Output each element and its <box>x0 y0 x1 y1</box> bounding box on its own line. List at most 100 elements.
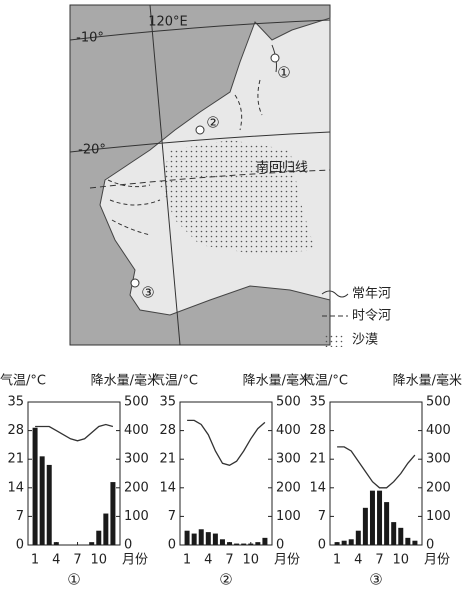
y2-tick-label: 0 <box>276 538 284 553</box>
y-tick-label: 14 <box>159 480 176 495</box>
y-tick-label: 28 <box>7 423 24 438</box>
y2-axis-label: 降水量/毫米 <box>393 373 462 389</box>
x-tick-label: 7 <box>225 553 233 568</box>
y-tick-label: 21 <box>7 452 24 467</box>
meridian-line <box>149 4 181 346</box>
y-tick-label: 7 <box>318 509 326 524</box>
x-tick-label: 10 <box>242 553 259 568</box>
x-tick-label: 1 <box>183 553 191 568</box>
x-tick-label: 7 <box>73 553 81 568</box>
y2-tick-label: 100 <box>426 509 451 524</box>
precip-bar <box>198 529 204 545</box>
x-tick-label: 4 <box>354 553 362 568</box>
precip-bar <box>32 427 38 545</box>
x-tick-label: 1 <box>31 553 39 568</box>
x-tick-label: 1 <box>333 553 341 568</box>
precip-bar <box>212 533 218 545</box>
desert <box>160 140 315 255</box>
tropic-label: 南回归线 <box>256 160 308 176</box>
lon-label: 120°E <box>148 15 188 30</box>
precip-bar <box>234 543 240 545</box>
precip-bar <box>384 502 390 545</box>
lat-label: -10° <box>76 31 104 46</box>
legend: 常年河 时令河 沙漠 <box>321 287 391 348</box>
y-tick-label: 0 <box>168 538 176 553</box>
y2-tick-label: 400 <box>426 423 451 438</box>
map-marker: ① <box>277 64 290 82</box>
y-tick-label: 0 <box>318 538 326 553</box>
map-marker: ③ <box>141 284 154 302</box>
precip-bar <box>391 522 397 545</box>
caption: ③ <box>369 571 382 589</box>
y2-tick-label: 0 <box>426 538 434 553</box>
precip-bar <box>377 490 383 545</box>
temp-line <box>187 419 266 467</box>
legend-label: 沙漠 <box>352 333 378 348</box>
y2-tick-label: 500 <box>426 395 451 410</box>
tropic-line <box>89 169 331 189</box>
legend-perennial <box>321 290 349 298</box>
y-tick-label: 35 <box>159 395 176 410</box>
map: -10° -20° 120°E 南回归线 ① ② ③ <box>69 4 331 346</box>
temp-line <box>337 446 416 489</box>
legend-label: 时令河 <box>352 309 391 324</box>
plot-frame <box>329 401 423 546</box>
precip-bar <box>412 540 418 545</box>
y2-tick-label: 0 <box>124 538 132 553</box>
y2-tick-label: 300 <box>426 452 451 467</box>
precip-bar <box>46 464 52 545</box>
temp-line <box>35 423 114 442</box>
legend-desert <box>324 333 344 347</box>
y2-tick-label: 500 <box>124 395 149 410</box>
y-axis-label: 气温/°C <box>0 373 46 389</box>
precip-bar <box>405 537 411 545</box>
precip-bar <box>103 513 109 545</box>
precip-bar <box>227 542 233 545</box>
x-tick-label: 4 <box>52 553 60 568</box>
precip-bar <box>39 456 45 545</box>
precip-bar <box>362 507 368 545</box>
seasonal-river <box>107 79 263 236</box>
precip-bar <box>110 482 116 545</box>
y2-tick-label: 200 <box>124 480 149 495</box>
y2-axis-label: 降水量/毫米 <box>243 373 312 389</box>
precip-bar <box>205 532 211 545</box>
y-tick-label: 14 <box>7 480 24 495</box>
parallel <box>69 19 331 41</box>
caption: ② <box>219 571 232 589</box>
legend-label: 常年河 <box>352 287 391 302</box>
precip-bar <box>241 543 247 545</box>
y-tick-label: 21 <box>159 452 176 467</box>
y2-tick-label: 300 <box>124 452 149 467</box>
y-axis-label: 气温/°C <box>152 373 198 389</box>
plot-frame <box>179 401 273 546</box>
parallel <box>69 131 331 153</box>
precip-bar <box>248 543 254 545</box>
y-tick-label: 35 <box>7 395 24 410</box>
y-tick-label: 14 <box>309 480 326 495</box>
y-tick-label: 28 <box>309 423 326 438</box>
y2-tick-label: 500 <box>276 395 301 410</box>
precip-bar <box>89 542 95 545</box>
y-tick-label: 21 <box>309 452 326 467</box>
precip-bar <box>262 537 268 545</box>
x-axis-label: 月份 <box>122 553 148 568</box>
x-tick-label: 7 <box>375 553 383 568</box>
y2-axis-label: 降水量/毫米 <box>91 373 160 389</box>
precip-bar <box>398 527 404 545</box>
x-axis-label: 月份 <box>424 553 450 568</box>
precip-bar <box>341 540 347 545</box>
x-tick-label: 4 <box>204 553 212 568</box>
plot-frame <box>27 401 121 546</box>
precip-bar <box>355 530 361 545</box>
y2-tick-label: 100 <box>124 509 149 524</box>
x-tick-label: 10 <box>90 553 107 568</box>
y2-tick-label: 200 <box>426 480 451 495</box>
station <box>130 278 140 288</box>
y2-tick-label: 400 <box>124 423 149 438</box>
station <box>195 125 205 135</box>
precip-bar <box>348 539 354 545</box>
y2-tick-label: 100 <box>276 509 301 524</box>
lat-label: -20° <box>78 143 106 158</box>
